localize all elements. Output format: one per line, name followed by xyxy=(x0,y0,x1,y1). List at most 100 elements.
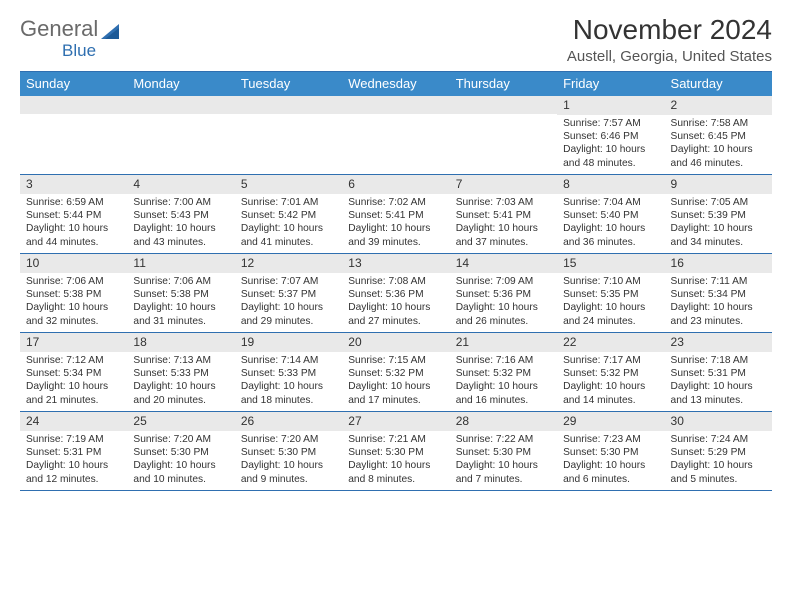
day-body: Sunrise: 7:11 AMSunset: 5:34 PMDaylight:… xyxy=(665,273,772,331)
daylight-text: Daylight: 10 hours and 16 minutes. xyxy=(456,380,551,406)
sunrise-text: Sunrise: 7:24 AM xyxy=(671,433,766,446)
day-body xyxy=(127,114,234,120)
sunset-text: Sunset: 5:44 PM xyxy=(26,209,121,222)
sunrise-text: Sunrise: 7:12 AM xyxy=(26,354,121,367)
day-body: Sunrise: 7:09 AMSunset: 5:36 PMDaylight:… xyxy=(450,273,557,331)
calendar-cell: 28Sunrise: 7:22 AMSunset: 5:30 PMDayligh… xyxy=(450,412,557,490)
daylight-text: Daylight: 10 hours and 21 minutes. xyxy=(26,380,121,406)
daylight-text: Daylight: 10 hours and 32 minutes. xyxy=(26,301,121,327)
day-number xyxy=(450,96,557,114)
day-body xyxy=(20,114,127,120)
calendar-cell: 21Sunrise: 7:16 AMSunset: 5:32 PMDayligh… xyxy=(450,333,557,411)
day-body: Sunrise: 7:21 AMSunset: 5:30 PMDaylight:… xyxy=(342,431,449,489)
day-body: Sunrise: 7:07 AMSunset: 5:37 PMDaylight:… xyxy=(235,273,342,331)
day-body: Sunrise: 7:19 AMSunset: 5:31 PMDaylight:… xyxy=(20,431,127,489)
day-body xyxy=(235,114,342,120)
sunrise-text: Sunrise: 7:57 AM xyxy=(563,117,658,130)
logo: General Blue xyxy=(20,14,123,59)
daylight-text: Daylight: 10 hours and 29 minutes. xyxy=(241,301,336,327)
day-number: 3 xyxy=(20,175,127,194)
day-header: Saturday xyxy=(665,72,772,96)
daylight-text: Daylight: 10 hours and 8 minutes. xyxy=(348,459,443,485)
day-body: Sunrise: 7:20 AMSunset: 5:30 PMDaylight:… xyxy=(235,431,342,489)
calendar-week: 1Sunrise: 7:57 AMSunset: 6:46 PMDaylight… xyxy=(20,96,772,174)
sunset-text: Sunset: 6:46 PM xyxy=(563,130,658,143)
day-number: 8 xyxy=(557,175,664,194)
day-body: Sunrise: 7:06 AMSunset: 5:38 PMDaylight:… xyxy=(127,273,234,331)
sunrise-text: Sunrise: 7:01 AM xyxy=(241,196,336,209)
day-body: Sunrise: 7:04 AMSunset: 5:40 PMDaylight:… xyxy=(557,194,664,252)
page-subtitle: Austell, Georgia, United States xyxy=(567,48,772,65)
day-header: Thursday xyxy=(450,72,557,96)
calendar-cell-empty xyxy=(20,96,127,174)
day-body: Sunrise: 7:14 AMSunset: 5:33 PMDaylight:… xyxy=(235,352,342,410)
sunset-text: Sunset: 5:30 PM xyxy=(133,446,228,459)
day-body: Sunrise: 7:02 AMSunset: 5:41 PMDaylight:… xyxy=(342,194,449,252)
sunrise-text: Sunrise: 7:23 AM xyxy=(563,433,658,446)
calendar-cell: 1Sunrise: 7:57 AMSunset: 6:46 PMDaylight… xyxy=(557,96,664,174)
day-body: Sunrise: 7:08 AMSunset: 5:36 PMDaylight:… xyxy=(342,273,449,331)
sunrise-text: Sunrise: 7:06 AM xyxy=(26,275,121,288)
day-number: 17 xyxy=(20,333,127,352)
sunrise-text: Sunrise: 7:10 AM xyxy=(563,275,658,288)
daylight-text: Daylight: 10 hours and 24 minutes. xyxy=(563,301,658,327)
sunrise-text: Sunrise: 7:07 AM xyxy=(241,275,336,288)
calendar-cell: 18Sunrise: 7:13 AMSunset: 5:33 PMDayligh… xyxy=(127,333,234,411)
daylight-text: Daylight: 10 hours and 14 minutes. xyxy=(563,380,658,406)
day-body: Sunrise: 7:22 AMSunset: 5:30 PMDaylight:… xyxy=(450,431,557,489)
logo-stack: General Blue xyxy=(20,18,123,59)
daylight-text: Daylight: 10 hours and 43 minutes. xyxy=(133,222,228,248)
calendar-cell-empty xyxy=(127,96,234,174)
calendar-cell: 19Sunrise: 7:14 AMSunset: 5:33 PMDayligh… xyxy=(235,333,342,411)
sunrise-text: Sunrise: 7:14 AM xyxy=(241,354,336,367)
page-title: November 2024 xyxy=(567,14,772,46)
day-body: Sunrise: 7:06 AMSunset: 5:38 PMDaylight:… xyxy=(20,273,127,331)
sunset-text: Sunset: 5:30 PM xyxy=(563,446,658,459)
calendar-cell: 26Sunrise: 7:20 AMSunset: 5:30 PMDayligh… xyxy=(235,412,342,490)
daylight-text: Daylight: 10 hours and 6 minutes. xyxy=(563,459,658,485)
sunrise-text: Sunrise: 6:59 AM xyxy=(26,196,121,209)
calendar-cell: 4Sunrise: 7:00 AMSunset: 5:43 PMDaylight… xyxy=(127,175,234,253)
calendar-cell: 25Sunrise: 7:20 AMSunset: 5:30 PMDayligh… xyxy=(127,412,234,490)
logo-word2: Blue xyxy=(20,42,96,59)
sunset-text: Sunset: 5:31 PM xyxy=(671,367,766,380)
sunrise-text: Sunrise: 7:09 AM xyxy=(456,275,551,288)
day-number: 4 xyxy=(127,175,234,194)
day-number: 18 xyxy=(127,333,234,352)
day-body: Sunrise: 7:57 AMSunset: 6:46 PMDaylight:… xyxy=(557,115,664,173)
calendar-week: 17Sunrise: 7:12 AMSunset: 5:34 PMDayligh… xyxy=(20,332,772,411)
sunrise-text: Sunrise: 7:19 AM xyxy=(26,433,121,446)
weeks-container: 1Sunrise: 7:57 AMSunset: 6:46 PMDaylight… xyxy=(20,96,772,490)
day-number: 7 xyxy=(450,175,557,194)
day-body: Sunrise: 7:20 AMSunset: 5:30 PMDaylight:… xyxy=(127,431,234,489)
daylight-text: Daylight: 10 hours and 18 minutes. xyxy=(241,380,336,406)
calendar-cell: 13Sunrise: 7:08 AMSunset: 5:36 PMDayligh… xyxy=(342,254,449,332)
calendar-cell: 27Sunrise: 7:21 AMSunset: 5:30 PMDayligh… xyxy=(342,412,449,490)
sunrise-text: Sunrise: 7:20 AM xyxy=(241,433,336,446)
sunset-text: Sunset: 5:39 PM xyxy=(671,209,766,222)
calendar-cell: 11Sunrise: 7:06 AMSunset: 5:38 PMDayligh… xyxy=(127,254,234,332)
sunrise-text: Sunrise: 7:58 AM xyxy=(671,117,766,130)
sunrise-text: Sunrise: 7:15 AM xyxy=(348,354,443,367)
sunrise-text: Sunrise: 7:04 AM xyxy=(563,196,658,209)
calendar-week: 10Sunrise: 7:06 AMSunset: 5:38 PMDayligh… xyxy=(20,253,772,332)
daylight-text: Daylight: 10 hours and 39 minutes. xyxy=(348,222,443,248)
calendar-cell: 8Sunrise: 7:04 AMSunset: 5:40 PMDaylight… xyxy=(557,175,664,253)
day-number: 27 xyxy=(342,412,449,431)
day-body: Sunrise: 7:12 AMSunset: 5:34 PMDaylight:… xyxy=(20,352,127,410)
sunrise-text: Sunrise: 7:00 AM xyxy=(133,196,228,209)
day-body: Sunrise: 7:13 AMSunset: 5:33 PMDaylight:… xyxy=(127,352,234,410)
daylight-text: Daylight: 10 hours and 41 minutes. xyxy=(241,222,336,248)
day-number: 30 xyxy=(665,412,772,431)
sunset-text: Sunset: 5:41 PM xyxy=(348,209,443,222)
daylight-text: Daylight: 10 hours and 23 minutes. xyxy=(671,301,766,327)
sunrise-text: Sunrise: 7:06 AM xyxy=(133,275,228,288)
day-body: Sunrise: 7:05 AMSunset: 5:39 PMDaylight:… xyxy=(665,194,772,252)
day-number: 21 xyxy=(450,333,557,352)
day-header: Friday xyxy=(557,72,664,96)
day-body: Sunrise: 6:59 AMSunset: 5:44 PMDaylight:… xyxy=(20,194,127,252)
day-header: Monday xyxy=(127,72,234,96)
sunset-text: Sunset: 5:37 PM xyxy=(241,288,336,301)
sunset-text: Sunset: 5:38 PM xyxy=(133,288,228,301)
calendar-cell-empty xyxy=(235,96,342,174)
